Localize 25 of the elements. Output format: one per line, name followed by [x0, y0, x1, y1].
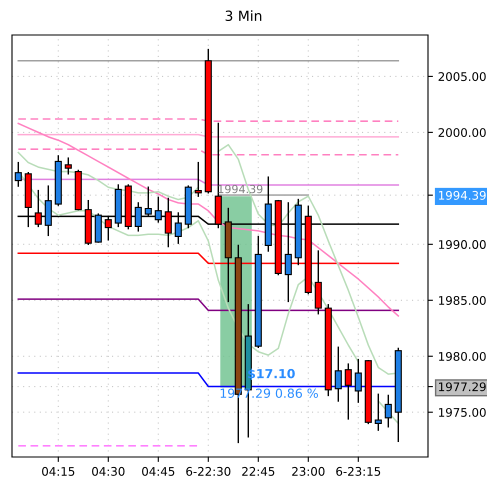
y-tick-label: 1980.00	[439, 352, 486, 361]
x-tick-label: 04:45	[142, 466, 174, 476]
x-tick-label: 22:45	[242, 466, 274, 476]
y-tick-label: 1990.00	[439, 240, 486, 249]
y-tick-label: 1985.00	[439, 296, 486, 305]
candlestick	[344, 363, 352, 420]
y-tick-label: 2005.00	[438, 72, 486, 82]
chart-title: 3 Min	[226, 10, 262, 22]
x-tick-label: 6-23:15	[336, 466, 380, 476]
x-tick-label: 04:30	[92, 466, 125, 476]
candlestick	[354, 358, 362, 403]
y-tick-label: 1977.29	[439, 382, 486, 392]
y-tick-label: 2000.00	[438, 128, 486, 138]
candlestick	[64, 157, 72, 174]
candlestick	[374, 394, 382, 431]
x-tick-label: 04:15	[42, 466, 74, 476]
x-tick-label: 23:00	[292, 466, 325, 476]
y-tick-label: 1975.00	[439, 408, 486, 417]
candlestick	[14, 162, 22, 187]
line-series	[18, 122, 400, 317]
y-tick-label: 1994.39	[439, 190, 486, 200]
x-tick-label: 6-22:30	[186, 466, 230, 476]
candlestick	[334, 346, 342, 402]
candlestick	[384, 394, 392, 428]
candlestick	[194, 162, 202, 197]
